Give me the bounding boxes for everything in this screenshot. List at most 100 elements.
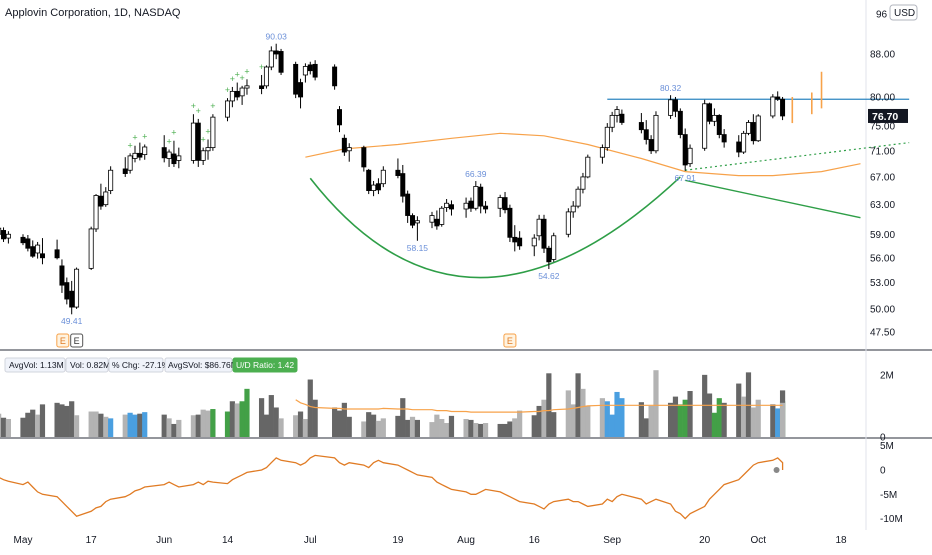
candle-body-up <box>166 151 172 159</box>
volume-bar <box>653 370 659 437</box>
volume-bar <box>444 423 450 437</box>
volume-bar <box>336 410 343 437</box>
earnings-marker: E <box>70 333 84 348</box>
candle-body-up <box>93 195 99 230</box>
candle-body-down <box>1 230 7 240</box>
volume-bar <box>745 372 752 437</box>
volume-bar <box>643 418 649 437</box>
candle <box>69 280 75 315</box>
candle-body-down <box>278 51 284 73</box>
volume-bar <box>5 418 11 437</box>
candle <box>341 134 347 156</box>
candle <box>195 118 201 167</box>
rs-new-high-marker: + <box>259 62 264 72</box>
volume-bar <box>414 419 420 437</box>
earnings-marker: E <box>56 333 70 348</box>
volume-bar <box>176 419 182 437</box>
rs-new-high-marker: + <box>166 137 171 147</box>
candle <box>741 130 747 154</box>
volume-bar <box>73 415 80 437</box>
volume-bar <box>25 412 31 437</box>
date-tick-label: 14 <box>222 535 234 546</box>
price-annotation: 58.15 <box>407 243 429 253</box>
volume-bar <box>448 415 455 437</box>
candle <box>380 166 386 188</box>
price-tick-label: 67.00 <box>870 172 895 183</box>
candle <box>54 239 60 260</box>
volume-bar <box>770 404 776 437</box>
price-tick-label: 75.00 <box>870 122 895 133</box>
volume-bar <box>137 413 143 437</box>
volume-bar <box>244 388 250 437</box>
pct-chg-stat: % Chg: -27.1% <box>112 360 170 370</box>
rs-new-high-marker: + <box>201 135 206 145</box>
candle <box>565 208 571 238</box>
date-tick-label: 17 <box>86 535 98 546</box>
volume-bar <box>341 402 347 437</box>
volume-bar <box>229 401 235 437</box>
ad-last-point <box>773 467 780 473</box>
price-annotation: 67.91 <box>675 173 697 183</box>
candle <box>332 64 338 90</box>
volume-bar <box>258 398 265 437</box>
currency-label: USD <box>894 8 915 19</box>
volume-bar <box>234 403 240 437</box>
date-tick-label: 19 <box>392 535 404 546</box>
candle-body-down <box>512 236 518 243</box>
volume-bar <box>565 390 571 437</box>
earnings-badge <box>503 333 517 348</box>
candle-body-down <box>721 134 727 143</box>
volume-bar <box>69 401 75 437</box>
pct-chg-box <box>108 357 164 373</box>
date-tick-label: Jun <box>156 535 172 546</box>
candle-body-down <box>312 63 318 78</box>
candle <box>439 206 445 227</box>
candle-body-down <box>502 197 508 211</box>
candle-body-up <box>205 147 211 152</box>
candle <box>551 232 557 262</box>
candle <box>517 231 523 250</box>
volume-bar <box>380 418 386 437</box>
currency-badge[interactable]: USD <box>889 4 918 21</box>
volume-bar <box>395 415 401 437</box>
candle-body-down <box>517 237 523 247</box>
candle <box>371 180 377 197</box>
date-tick-label: Sep <box>603 535 621 546</box>
candle <box>64 277 70 305</box>
volume-bar <box>20 417 26 437</box>
candle-body-down <box>395 169 401 176</box>
candle <box>361 145 367 172</box>
candle <box>166 149 172 167</box>
ad-tick-label: 0 <box>880 466 886 477</box>
candle <box>400 164 406 203</box>
earnings-label: E <box>60 336 66 346</box>
rs-new-high-marker: + <box>132 133 137 143</box>
candle <box>229 86 235 108</box>
candle-body-down <box>448 204 454 210</box>
candle-body-up <box>570 205 576 213</box>
candle <box>336 106 342 133</box>
avg-dollar-vol-stat: AvgSVol: $86.76M <box>168 360 238 370</box>
candle <box>375 178 381 195</box>
rs-new-high-marker: + <box>244 66 249 76</box>
volume-bar <box>190 415 197 437</box>
price-annotation: 54.62 <box>538 271 560 281</box>
price-annotation: 66.39 <box>465 169 487 179</box>
candle <box>205 139 211 160</box>
candle <box>512 225 518 252</box>
grid-layer <box>0 0 932 530</box>
candle <box>127 153 133 174</box>
candle <box>604 123 610 151</box>
candle-body-up <box>609 114 615 128</box>
candle <box>346 143 352 162</box>
ad-line <box>0 454 784 520</box>
candle-body-up <box>473 186 479 209</box>
volume-bar <box>531 415 537 437</box>
volume-bar <box>468 419 474 437</box>
candle <box>137 142 143 161</box>
candle-body-up <box>439 207 445 225</box>
candle <box>444 198 450 212</box>
volume-bar <box>332 407 338 437</box>
candle <box>239 85 245 105</box>
